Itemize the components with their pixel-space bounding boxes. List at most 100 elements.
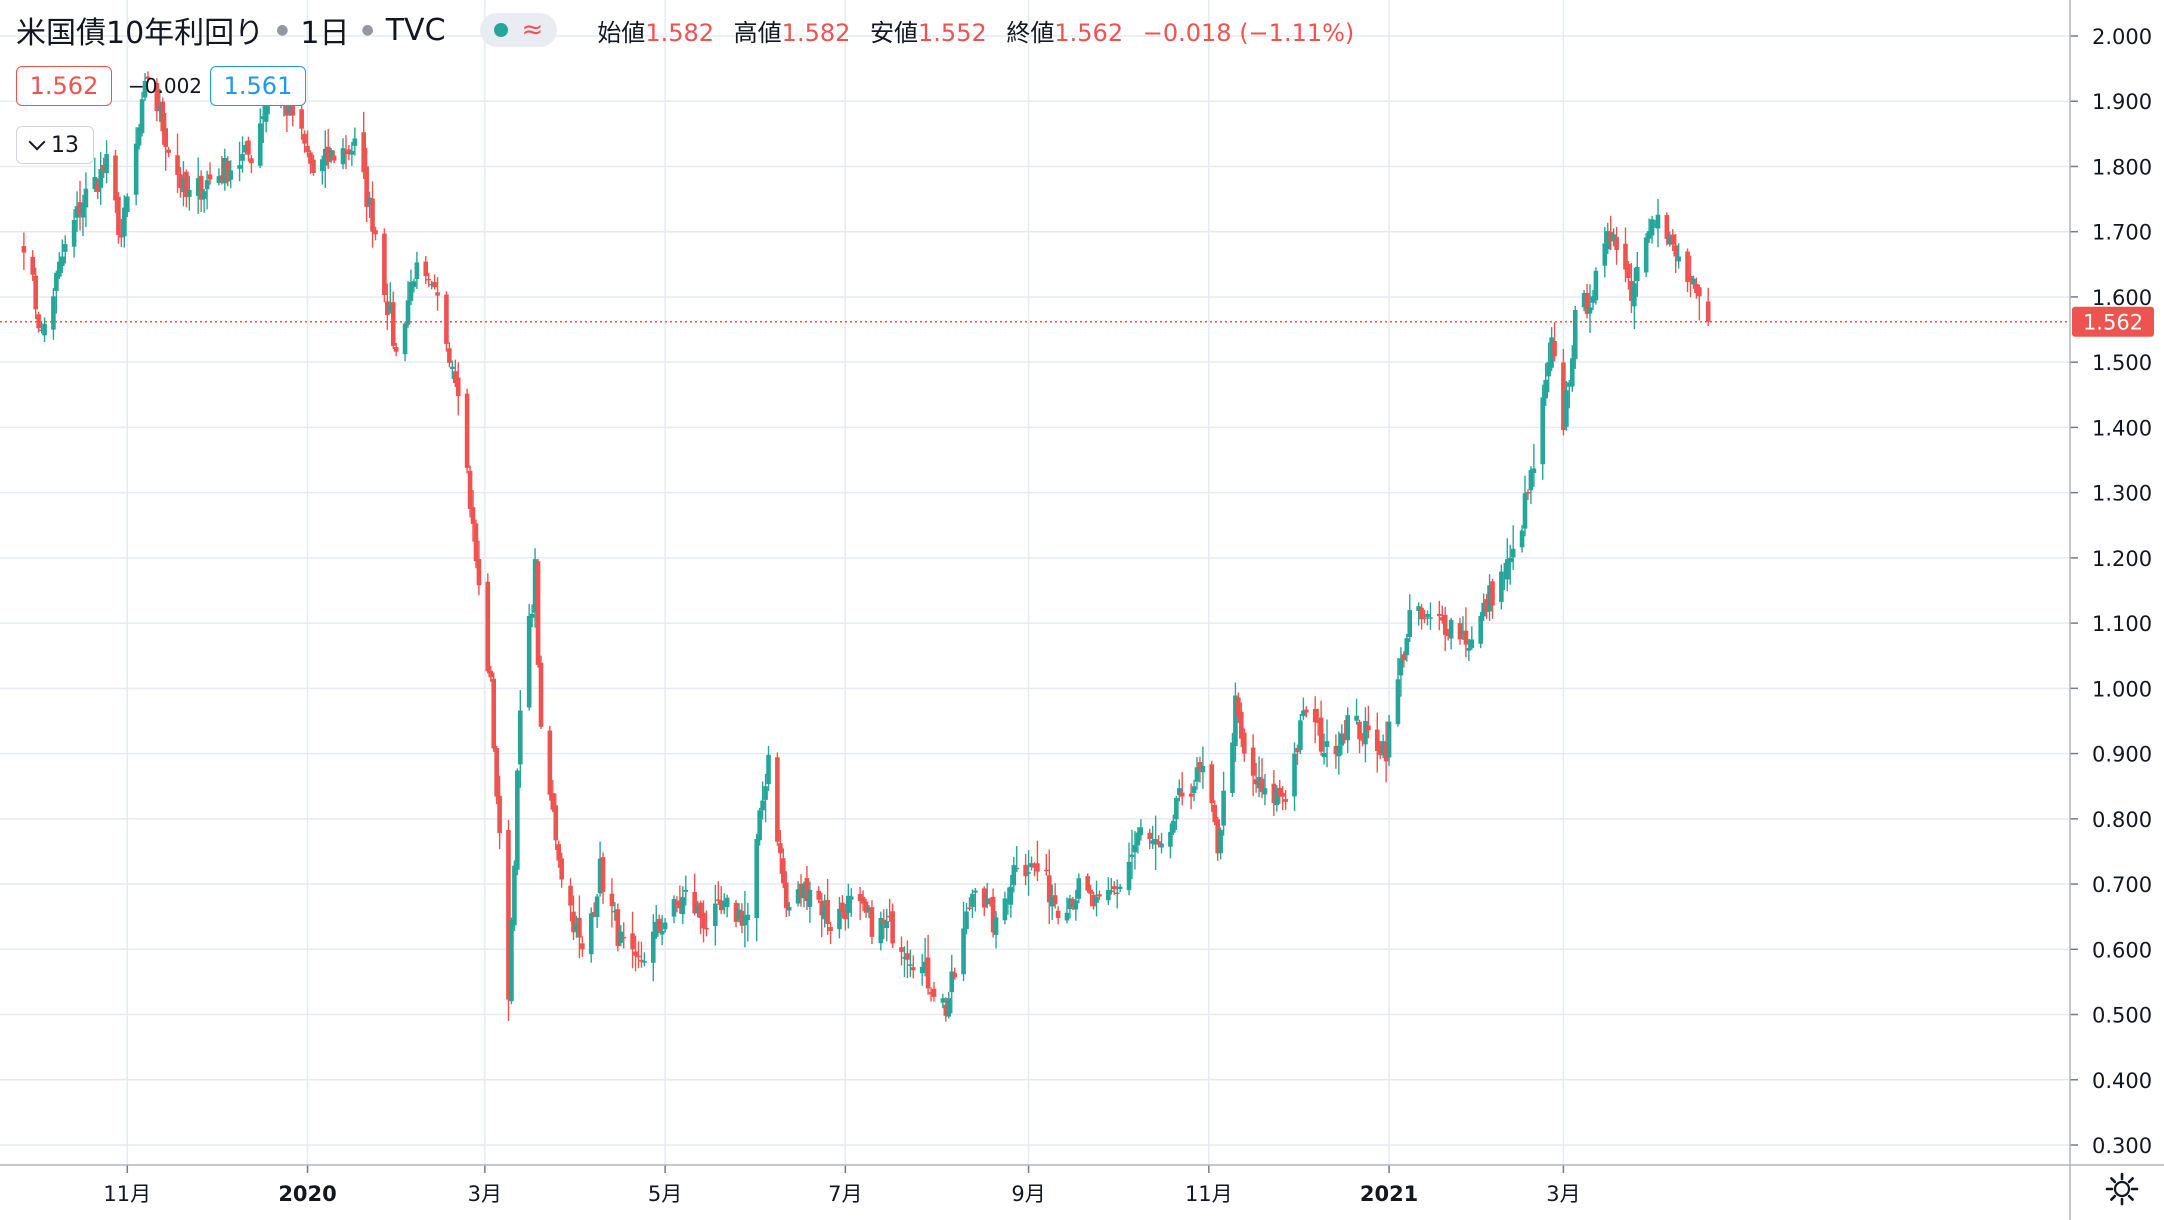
candle (650, 914, 656, 982)
indicators-toggle-button[interactable]: 13 (16, 126, 94, 164)
candle (1419, 604, 1424, 630)
candle (662, 918, 668, 933)
candle (1055, 906, 1061, 925)
candle (1318, 700, 1324, 756)
candle (1691, 275, 1696, 289)
gear-icon[interactable] (2104, 1171, 2140, 1207)
source-label: TVC (385, 12, 446, 48)
chevron-down-icon (28, 133, 46, 151)
candle (905, 940, 910, 979)
candle (1629, 262, 1634, 314)
candle (83, 172, 89, 228)
chart-legend: 米国債10年利回り ● 1日 ● TVC ≈ 始値1.582 高値1.582 安… (16, 8, 1354, 52)
timeframe-label[interactable]: 1日 (300, 16, 350, 51)
x-tick-label: 9月 (1011, 1182, 1045, 1206)
candle (1543, 363, 1548, 406)
candle (1159, 832, 1164, 854)
change-value: −0.018 (−1.11%) (1142, 18, 1355, 47)
candle (1540, 384, 1546, 480)
candle (216, 168, 222, 186)
candle (455, 362, 461, 416)
candle (1457, 618, 1463, 645)
candle (302, 130, 307, 153)
x-tick-label: 11月 (103, 1182, 151, 1206)
candle (414, 251, 420, 289)
ohlc-values: 始値1.582 高値1.582 安値1.552 終値1.562 −0.018 (… (597, 13, 1354, 48)
candle (246, 136, 251, 162)
candle (633, 935, 638, 972)
candle (1046, 849, 1052, 924)
sell-price-button[interactable]: 1.562 (16, 66, 112, 106)
candle (1502, 562, 1507, 591)
candle (364, 147, 369, 223)
candle (922, 937, 928, 977)
candle (721, 893, 727, 915)
candle (411, 278, 417, 293)
candle (1312, 696, 1318, 744)
candle (1626, 261, 1631, 290)
candle (1448, 617, 1454, 650)
candle (559, 852, 564, 888)
candle (429, 280, 434, 290)
candle (1280, 786, 1285, 811)
candle (1147, 828, 1153, 849)
candle (1634, 251, 1640, 297)
candle (187, 176, 192, 211)
candle (733, 899, 739, 928)
candle (157, 88, 163, 122)
candle (597, 841, 603, 897)
candle (263, 100, 269, 133)
candle (1519, 525, 1525, 553)
candle (869, 900, 875, 945)
candle (1239, 702, 1244, 748)
y-tick-label: 1.700 (2092, 221, 2152, 245)
candle (464, 388, 470, 474)
candle (1697, 284, 1702, 321)
candle (1567, 379, 1572, 409)
candle (452, 359, 458, 387)
candle (609, 878, 615, 928)
candle (970, 889, 975, 918)
candle (618, 924, 624, 947)
candle (1481, 593, 1486, 622)
candle (1097, 890, 1102, 901)
candle (343, 135, 349, 170)
candle (1253, 762, 1259, 793)
candle (1283, 789, 1288, 810)
candle (506, 819, 511, 1022)
candle (550, 779, 556, 813)
candle (1256, 756, 1262, 798)
candle (1230, 732, 1235, 797)
candle (754, 833, 760, 942)
candle (1584, 283, 1590, 319)
candle (1333, 734, 1339, 769)
candle (556, 840, 562, 868)
candle (1363, 707, 1368, 763)
candle (467, 465, 473, 518)
candle (1478, 611, 1483, 649)
candle (763, 773, 768, 823)
separator-dot: ● (276, 22, 289, 38)
candle (902, 946, 907, 978)
symbol-title[interactable]: 米国債10年利回り (16, 16, 265, 51)
candle (1561, 348, 1566, 436)
candle (801, 881, 807, 908)
last-price-label: 1.562 (2072, 306, 2154, 337)
market-status-pill[interactable]: ≈ (479, 13, 558, 47)
candle (1564, 380, 1569, 431)
candle (116, 192, 121, 244)
candle (1466, 638, 1472, 661)
candle (1487, 574, 1492, 622)
candle (51, 287, 56, 340)
candle (1490, 578, 1495, 619)
candle (949, 954, 955, 1014)
y-tick-label: 0.700 (2092, 873, 2152, 897)
candle (1014, 846, 1020, 873)
buy-price-button[interactable]: 1.561 (210, 66, 306, 106)
candle (328, 148, 334, 164)
candle (1052, 883, 1058, 909)
candle (1685, 248, 1690, 293)
candle (715, 881, 721, 905)
high-label: 高値 (733, 18, 782, 47)
